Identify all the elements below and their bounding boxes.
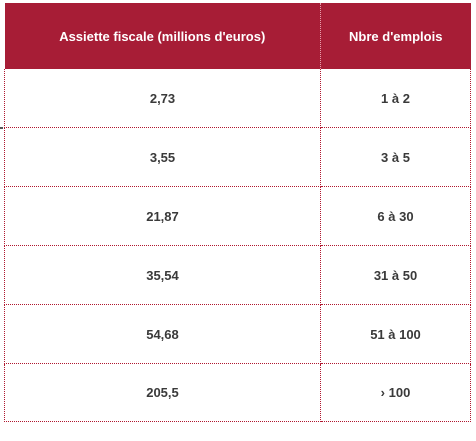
data-table: Assiette fiscale (millions d'euros) Nbre… [4,3,471,422]
cell-jobs: 1 à 2 [320,69,471,128]
table-row: 54,68 51 à 100 [4,304,471,364]
table-row: 205,5 › 100 [4,363,471,422]
header-tax-base: Assiette fiscale (millions d'euros) [4,3,321,69]
stray-tick-mark [0,127,3,129]
table-row: 21,87 6 à 30 [4,186,471,246]
cell-tax-base: 35,54 [4,245,321,305]
cell-tax-base: 21,87 [4,186,321,246]
cell-tax-base: 54,68 [4,304,321,364]
cell-jobs: 3 à 5 [320,127,471,187]
cell-jobs: 31 à 50 [320,245,471,305]
header-row: Assiette fiscale (millions d'euros) Nbre… [4,3,471,69]
cell-tax-base: 3,55 [4,127,321,187]
cell-jobs: 6 à 30 [320,186,471,246]
table-row: 3,55 3 à 5 [4,127,471,187]
cell-tax-base: 2,73 [4,69,321,128]
table-row: 35,54 31 à 50 [4,245,471,305]
header-jobs: Nbre d'emplois [320,3,471,69]
cell-jobs: › 100 [320,363,471,422]
cell-tax-base: 205,5 [4,363,321,422]
table-row: 2,73 1 à 2 [4,69,471,128]
cell-jobs: 51 à 100 [320,304,471,364]
